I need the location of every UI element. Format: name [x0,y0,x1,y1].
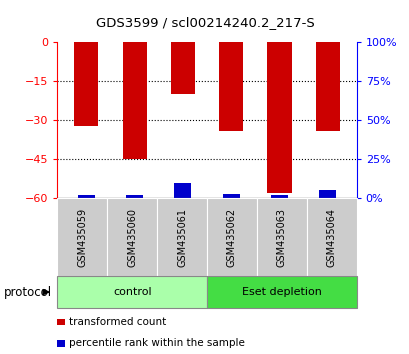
Bar [174,183,191,198]
Bar [315,42,339,131]
Bar [122,42,146,159]
Bar [74,42,98,126]
Text: transformed count: transformed count [69,317,166,327]
Text: Eset depletion: Eset depletion [241,287,321,297]
Bar [126,195,143,198]
Text: control: control [112,287,151,297]
Bar [218,42,243,131]
Text: percentile rank within the sample: percentile rank within the sample [69,338,244,348]
Text: GSM435063: GSM435063 [276,208,286,267]
Bar [319,190,335,198]
Bar [267,42,291,193]
Bar [222,194,239,198]
Bar [171,42,195,95]
Text: GSM435064: GSM435064 [326,208,336,267]
Text: GSM435060: GSM435060 [127,208,137,267]
Bar [78,195,94,198]
Text: GSM435062: GSM435062 [227,207,236,267]
Bar [270,195,287,198]
Text: GSM435061: GSM435061 [177,208,187,267]
Text: GDS3599 / scl00214240.2_217-S: GDS3599 / scl00214240.2_217-S [95,16,314,29]
Text: protocol: protocol [4,286,52,298]
Text: GSM435059: GSM435059 [77,207,87,267]
